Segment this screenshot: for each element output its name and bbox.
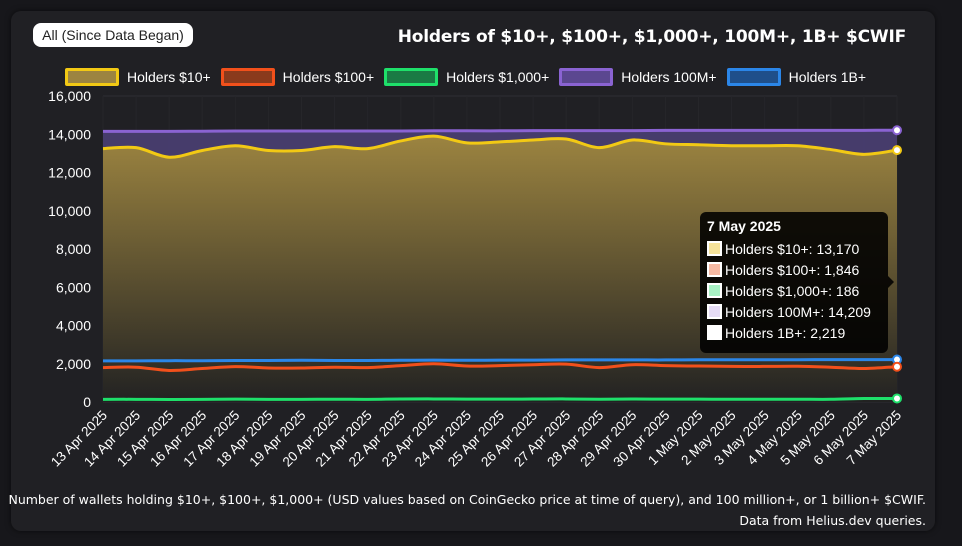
tooltip-row-h1000: Holders $1,000+: 186 <box>707 280 881 301</box>
area-holders-10 <box>103 136 897 402</box>
legend-label-h10: Holders $10+ <box>127 69 211 85</box>
line-b1 <box>102 358 898 363</box>
tooltip-value-h1000: 186 <box>835 282 860 299</box>
tooltip-swatch-m100 <box>707 304 722 319</box>
y-tick-label: 4,000 <box>56 318 91 334</box>
point-h1000-latest <box>892 393 902 404</box>
legend-item-m100[interactable]: Holders 100M+ <box>559 68 717 86</box>
line-h100 <box>102 362 898 372</box>
y-tick-label: 0 <box>83 394 91 410</box>
tooltip-value-m100: 14,209 <box>828 303 871 320</box>
y-tick-label: 14,000 <box>48 126 91 142</box>
legend-swatch-h100 <box>220 68 275 86</box>
y-tick-label: 2,000 <box>56 356 91 372</box>
legend-swatch-b1 <box>726 68 781 86</box>
tooltip-caret <box>888 276 894 288</box>
legend-label-h100: Holders $100+ <box>282 69 375 85</box>
point-h10-latest <box>892 145 902 156</box>
line-h1000 <box>102 396 898 402</box>
tooltip-label-h10: Holders $10+ <box>725 240 809 257</box>
point-m100-latest <box>892 125 902 136</box>
tooltip-row-h10: Holders $10+: 13,170 <box>707 238 881 259</box>
tooltip-row-m100: Holders 100M+: 14,209 <box>707 301 881 322</box>
y-tick-label: 12,000 <box>48 165 91 181</box>
y-axis-ticks: 0 2,000 4,000 6,000 8,000 10,000 12,000 14,000 1… <box>48 88 91 410</box>
tooltip-date: 7 May 2025 <box>707 218 781 234</box>
line-m100 <box>103 128 898 133</box>
legend-swatch-m100 <box>559 68 614 86</box>
chart-title: Holders of $10+, $100+, $1,000+, 100M+, … <box>397 27 906 47</box>
legend-item-h10[interactable]: Holders $10+ <box>65 68 211 86</box>
tooltip-row-h100: Holders $100+: 1,846 <box>707 259 881 280</box>
y-tick-label: 6,000 <box>56 279 91 295</box>
point-h100-latest <box>892 361 902 372</box>
y-tick-label: 10,000 <box>48 203 91 219</box>
series-lines <box>102 128 898 402</box>
legend-item-b1[interactable]: Holders 1B+ <box>726 68 867 86</box>
tooltip-label-h1000: Holders $1,000+ <box>725 282 829 299</box>
y-tick-label: 8,000 <box>56 241 91 257</box>
tooltip-label-h100: Holders $100+ <box>725 261 817 278</box>
legend-swatch-h1000 <box>384 68 439 86</box>
hover-tooltip: 7 May 2025 Holders $10+: 13,170 Holders … <box>700 212 894 353</box>
tooltip-value-h100: 1,846 <box>824 261 860 278</box>
legend: Holders $10+ Holders $100+ Holders $1,00… <box>65 67 876 87</box>
tooltip-label-m100: Holders 100M+ <box>725 303 821 320</box>
legend-swatch-h10 <box>65 68 119 86</box>
tooltip-value-h10: 13,170 <box>816 240 860 257</box>
tooltip-row-b1: Holders 1B+: 2,219 <box>707 322 881 343</box>
legend-label-m100: Holders 100M+ <box>621 69 717 85</box>
legend-item-h100[interactable]: Holders $100+ <box>220 68 375 86</box>
tooltip-swatch-h1000 <box>707 283 722 298</box>
legend-label-h1000: Holders $1,000+ <box>446 69 550 85</box>
series-points <box>892 125 902 404</box>
legend-label-b1: Holders 1B+ <box>788 69 867 85</box>
legend-item-h1000[interactable]: Holders $1,000+ <box>384 68 549 86</box>
footnote-description: Number of wallets holding $10+, $100+, $… <box>8 492 926 507</box>
tooltip-swatch-b1 <box>707 325 722 340</box>
time-range-button[interactable]: All (Since Data Began) <box>33 23 193 47</box>
y-tick-label: 16,000 <box>48 88 91 104</box>
tooltip-swatch-h10 <box>707 241 722 256</box>
line-h10 <box>102 134 898 159</box>
tooltip-swatch-h100 <box>707 262 722 277</box>
tooltip-value-b1: 2,219 <box>810 324 846 341</box>
footnote-source: Data from Helius.dev queries. <box>739 513 926 528</box>
tooltip-label-b1: Holders 1B+ <box>725 324 803 341</box>
